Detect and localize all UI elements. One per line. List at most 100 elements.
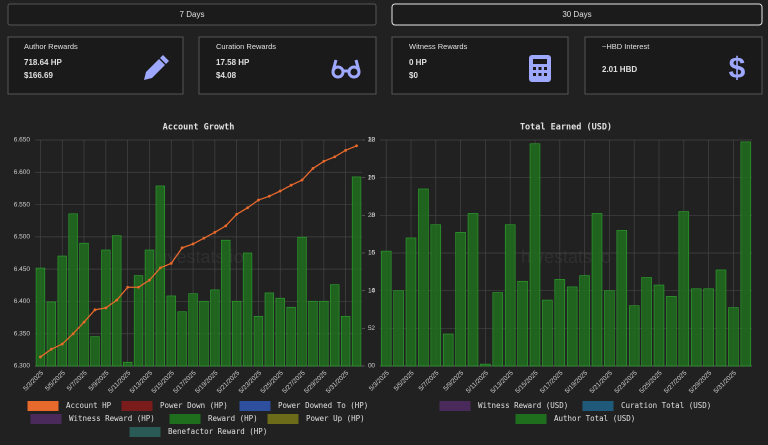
- legend-label: Witness Reward (USD): [478, 401, 568, 410]
- bar: [641, 277, 652, 367]
- point: [311, 167, 315, 170]
- y2-tick-label: 25: [368, 174, 376, 181]
- y-tick-label: 6.500: [14, 234, 31, 241]
- point: [169, 261, 173, 265]
- bar: [231, 300, 242, 367]
- tab-label[interactable]: 7 Days: [180, 10, 205, 19]
- y-tick-label: 6.550: [14, 201, 31, 208]
- bar: [330, 284, 340, 367]
- y-tick-label: 8: [371, 212, 375, 219]
- y2-tick-label: 0: [368, 363, 372, 370]
- y2-tick-label: 30: [368, 137, 376, 144]
- point: [104, 306, 108, 310]
- y-tick-label: 2: [371, 325, 375, 332]
- card-value: $4.08: [216, 71, 237, 80]
- point: [257, 198, 260, 202]
- tab-label[interactable]: 30 Days: [562, 10, 591, 19]
- bar: [467, 213, 479, 367]
- bar: [517, 280, 528, 367]
- point: [344, 148, 348, 152]
- point: [224, 224, 228, 228]
- card-value: 0 HP: [409, 58, 427, 67]
- bar: [275, 297, 285, 367]
- watermark: hivestats.io: [153, 247, 243, 267]
- point: [60, 342, 64, 346]
- bar: [579, 275, 590, 367]
- point: [115, 298, 119, 302]
- point: [355, 144, 358, 148]
- legend-swatch: [267, 414, 299, 424]
- bar: [504, 224, 516, 367]
- tab-active[interactable]: [391, 3, 763, 26]
- point: [93, 308, 97, 312]
- bar: [678, 211, 690, 367]
- bar: [221, 239, 231, 367]
- card: [391, 36, 569, 95]
- y-tick-label: 6: [371, 250, 375, 257]
- point: [180, 246, 184, 250]
- y-tick-label: 6.350: [14, 330, 31, 337]
- bar: [68, 213, 78, 367]
- bar: [554, 279, 566, 367]
- point: [333, 155, 337, 159]
- bar: [35, 267, 46, 367]
- card-value: $0: [409, 71, 418, 80]
- point: [137, 285, 140, 289]
- y-tick-label: 6.450: [14, 266, 31, 273]
- card: [584, 36, 763, 95]
- card-value: 17.58 HP: [216, 58, 250, 67]
- y2-tick-label: 5: [368, 325, 372, 332]
- watermark: hivestats.io: [521, 247, 611, 267]
- point: [202, 236, 206, 240]
- bar: [740, 141, 752, 367]
- bar: [492, 292, 504, 367]
- bar: [188, 293, 198, 367]
- bar: [480, 363, 491, 367]
- y-tick-label: 6.400: [14, 298, 31, 305]
- point: [148, 278, 151, 282]
- card: [198, 36, 377, 95]
- bar: [628, 305, 640, 367]
- bar: [542, 299, 553, 367]
- y-tick-label: 6.300: [14, 363, 31, 370]
- bar: [653, 284, 665, 367]
- y-tick-label: 4: [371, 287, 375, 294]
- point: [126, 285, 130, 289]
- point: [82, 320, 86, 324]
- legend-swatch: [121, 401, 153, 411]
- bar: [351, 176, 362, 367]
- bar: [122, 361, 133, 367]
- bar: [703, 288, 714, 367]
- bar: [666, 296, 677, 367]
- bar: [144, 249, 155, 367]
- bar: [393, 290, 404, 367]
- bar: [529, 143, 541, 367]
- point: [235, 212, 239, 216]
- point: [191, 242, 195, 246]
- bar: [405, 237, 417, 367]
- bar: [242, 252, 253, 367]
- point: [71, 332, 75, 336]
- bar: [210, 289, 220, 367]
- point: [267, 194, 271, 198]
- y-tick-label: 12: [368, 137, 376, 144]
- bar: [690, 288, 702, 367]
- bar: [264, 292, 275, 367]
- legend-label: Power Down (HP): [160, 401, 228, 410]
- point: [49, 347, 53, 351]
- point: [246, 206, 249, 210]
- bar: [566, 286, 578, 367]
- legend-label: Author Total (USD): [554, 414, 635, 423]
- bar: [155, 185, 166, 367]
- tab[interactable]: [7, 3, 377, 26]
- pencil-icon: [144, 55, 169, 80]
- y2-tick-label: 15: [368, 250, 376, 257]
- chart-title: Account Growth: [163, 123, 235, 133]
- legend-swatch: [27, 401, 59, 411]
- point: [278, 189, 282, 193]
- point: [213, 230, 217, 234]
- bar: [177, 311, 187, 367]
- legend-label: Witness Reward (HP): [69, 414, 155, 423]
